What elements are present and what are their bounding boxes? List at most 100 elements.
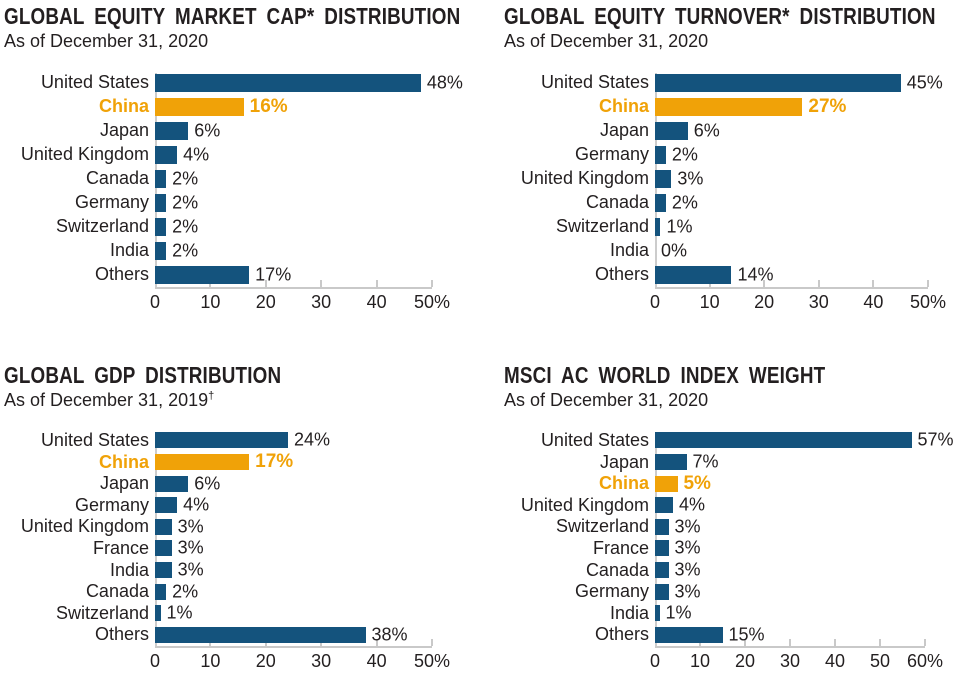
axis-tick-label: 40 [366,291,387,312]
axis-tick-mark [375,279,378,287]
value-label: 6% [194,473,221,494]
category-label: Canada [585,559,649,580]
chart-bars-area: United States 45% China 27% Japan 6% Germany 2%… [480,71,960,287]
bar-row: Germany 4% [4,494,460,516]
bar-row: United Kingdom 3% [4,516,460,538]
bar-row: Canada 2% [4,581,460,603]
axis-tick-label: 40 [366,650,387,671]
axis-tick-label: 20 [754,291,775,312]
bar-row: United States 57% [480,430,960,452]
bar-zone: 3% [655,168,928,188]
chart-title: MSCI AC WORLD INDEX WEIGHT [504,361,826,388]
axis-tick-label: 30 [779,650,801,671]
bar-zone: 45% [655,72,943,92]
axis-tick-mark [744,638,746,646]
bar-row: United Kingdom 4% [4,143,460,167]
bar [155,169,167,188]
bar-zone: 5% [655,473,925,494]
bar-zone: 15% [655,624,925,644]
bar-row: Japan 6% [4,119,460,143]
value-label: 2% [671,144,698,165]
bar-zone: 2% [155,168,432,188]
bar-row: India 0% [480,239,960,263]
axis-tick-mark [789,638,791,646]
category-label: United Kingdom [20,144,149,165]
value-label: 1% [665,602,692,623]
bar-zone: 57% [655,430,954,450]
bar [155,193,167,212]
category-label: United States [540,72,649,93]
axis-tick-label: 50% [413,650,451,671]
bar [155,145,178,164]
category-label: Japan [99,473,149,494]
category-label: France [92,537,149,558]
bar-row: India 1% [480,602,960,624]
chart-subtitle: As of December 31, 2020 [504,390,960,411]
category-label: Japan [599,120,649,141]
axis-tick-label: 10 [689,650,711,671]
axis-tick-label: 0 [149,291,161,312]
chart-bars-area: United States 57% Japan 7% China 5% United Kin… [480,430,960,646]
category-label: Germany [74,192,149,213]
category-label: France [592,537,649,558]
axis-tick-mark [320,279,323,287]
bar [155,241,167,260]
axis-tick-label: 30 [311,650,332,671]
chart-subtitle-text: As of December 31, 2020 [504,31,709,52]
bar-zone: 3% [655,516,925,537]
axis-tick-mark [924,638,926,646]
axis-tick-label: 50 [869,650,891,671]
value-label: 3% [674,559,701,580]
bar [155,626,366,643]
axis-tick-label: 10 [200,650,221,671]
bar-zone: 4% [155,495,432,515]
chart-plot: United States 57% Japan 7% China 5% United Kin… [480,430,960,678]
axis-tick-mark [927,279,929,287]
bar-zone: 14% [655,264,928,284]
bar-zone: 38% [155,624,432,644]
chart-title: GLOBAL EQUITY TURNOVER* DISTRIBUTION [504,3,936,29]
category-label: Canada [585,192,649,213]
bar-row: India 2% [4,239,460,263]
bar [155,121,189,140]
bar [655,217,661,236]
bar [655,193,666,212]
bar-row: India 3% [4,559,460,581]
value-label: 0% [661,240,688,261]
bar-row: Canada 3% [480,559,960,581]
value-label: 2% [172,581,199,602]
bar [655,626,723,643]
category-label: United Kingdom [20,516,149,537]
value-label: 3% [674,516,701,537]
axis-tick-label: 30 [311,291,332,312]
chart-bars-area: United States 24% China 17% Japan 6% Germany 4%… [4,430,460,646]
bar [655,432,912,449]
value-label: 2% [671,192,698,213]
bar-row: Japan 7% [480,451,960,473]
bar-row: United States 45% [480,71,960,95]
bar-zone: 3% [655,559,925,580]
axis-tick-label: 30 [808,291,829,312]
bar [655,169,672,188]
category-label: China [598,473,649,494]
chart-subtitle: As of December 31, 2019† [4,390,460,411]
bar [155,497,178,514]
bar-zone: 1% [655,602,925,623]
value-label: 48% [426,72,463,93]
bar [155,73,421,92]
value-label: 6% [693,120,720,141]
axis-tick-label: 60% [906,650,944,671]
chart-subtitle-text: As of December 31, 2020 [504,389,709,410]
bar-zone: 1% [155,603,432,623]
value-label: 1% [666,216,693,237]
bar-row: Others 17% [4,263,460,287]
axis-tick-mark [431,279,433,287]
value-label: 3% [674,581,701,602]
bar-zone: 6% [155,120,432,140]
bar-zone: 3% [155,516,432,536]
category-label: Germany [574,144,649,165]
axis-tick-label: 0 [649,291,661,312]
category-label: Germany [74,494,149,515]
axis-tick-label: 50% [413,291,451,312]
bar [655,454,687,471]
